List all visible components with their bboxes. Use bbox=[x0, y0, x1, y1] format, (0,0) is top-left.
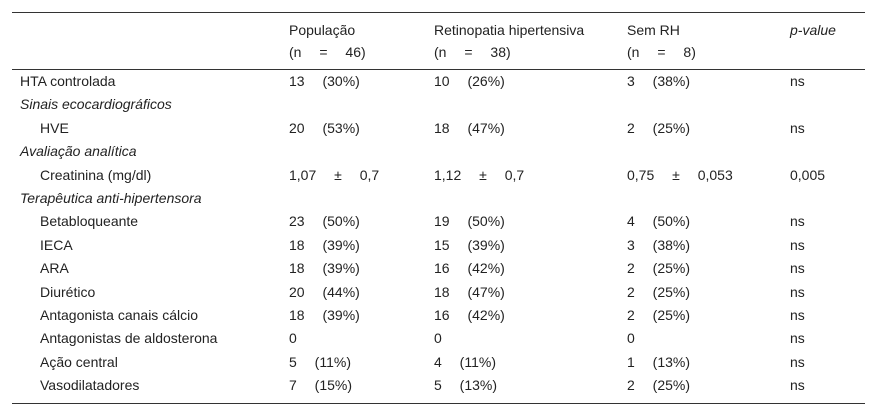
table-row: Vasodilatadores 7 (15%) 5 (13%) 2 (25%) ns bbox=[12, 374, 865, 403]
table-row: Terapêutica anti-hipertensora bbox=[12, 187, 865, 210]
cell: 4 (50%) bbox=[627, 213, 691, 230]
cell: 4 (11%) bbox=[434, 353, 496, 370]
row-label: HVE bbox=[40, 119, 69, 136]
cell: ns bbox=[790, 377, 805, 394]
cell: 18 (39%) bbox=[289, 260, 360, 277]
row-label: HTA controlada bbox=[20, 73, 116, 89]
row-label: ARA bbox=[40, 260, 69, 277]
row-label: Creatinina (mg/dl) bbox=[40, 166, 152, 183]
cell: 5 (11%) bbox=[289, 353, 351, 370]
header-title: Retinopatia hipertensiva bbox=[434, 22, 585, 38]
row-label: Antagonistas de aldosterona bbox=[40, 330, 218, 347]
table-row: Ação central 5 (11%) 4 (11%) 1 (13%) ns bbox=[12, 351, 865, 374]
cell: 1,07 ± 0,7 bbox=[289, 166, 380, 183]
header-cell: Sem RH (n = 8) bbox=[627, 13, 790, 70]
row-label: IECA bbox=[40, 236, 73, 253]
cell: 10 (26%) bbox=[434, 73, 505, 89]
table-header: População (n = 46) Retinopatia hipertensiv… bbox=[12, 12, 865, 70]
row-label: Ação central bbox=[40, 353, 118, 370]
table-row: Antagonista canais cálcio 18 (39%) 16 (42%… bbox=[12, 304, 865, 327]
table-row: Creatinina (mg/dl) 1,07 ± 0,7 1,12 ± 0,7 0,… bbox=[12, 164, 865, 187]
cell: ns bbox=[790, 330, 805, 347]
cell: 2 (25%) bbox=[627, 307, 691, 324]
section-label: Terapêutica anti-hipertensora bbox=[20, 190, 202, 207]
cell: 18 (47%) bbox=[434, 283, 505, 300]
table-row: HVE 20 (53%) 18 (47%) 2 (25%) ns bbox=[12, 117, 865, 140]
cell: 16 (42%) bbox=[434, 260, 505, 277]
cell: 1 (13%) bbox=[627, 353, 691, 370]
cell: ns bbox=[790, 307, 805, 324]
table-body: HTA controlada 13 (30%) 10 (26%) 3 (38%) ns S… bbox=[12, 70, 865, 404]
cell: ns bbox=[790, 73, 805, 89]
cell: 2 (25%) bbox=[627, 119, 691, 136]
cell: 0 bbox=[434, 330, 442, 347]
cell: 7 (15%) bbox=[289, 377, 353, 394]
table-row: Antagonistas de aldosterona 0 0 0 ns bbox=[12, 327, 865, 350]
cell: ns bbox=[790, 353, 805, 370]
table-row: ARA 18 (39%) 16 (42%) 2 (25%) ns bbox=[12, 257, 865, 280]
cell: 19 (50%) bbox=[434, 213, 505, 230]
table-row: Sinais ecocardiográficos bbox=[12, 93, 865, 116]
header-n: (n = 46) bbox=[289, 44, 366, 60]
cell: 3 (38%) bbox=[627, 236, 691, 253]
cell: ns bbox=[790, 213, 805, 230]
cell: 0,005 bbox=[790, 166, 826, 183]
header-title: p-value bbox=[790, 22, 836, 38]
cell: ns bbox=[790, 236, 805, 253]
cell: 2 (25%) bbox=[627, 283, 691, 300]
header-row: População (n = 46) Retinopatia hipertensiv… bbox=[12, 12, 865, 70]
header-cell bbox=[12, 13, 289, 70]
cell: 23 (50%) bbox=[289, 213, 360, 230]
cell: ns bbox=[790, 283, 805, 300]
header-n: (n = 38) bbox=[434, 44, 511, 60]
cell: 0 bbox=[289, 330, 297, 347]
header-title: População bbox=[289, 22, 356, 38]
header-cell: Retinopatia hipertensiva (n = 38) bbox=[434, 13, 627, 70]
cell: 18 (47%) bbox=[434, 119, 505, 136]
table-row: Diurético 20 (44%) 18 (47%) 2 (25%) ns bbox=[12, 281, 865, 304]
cell: 18 (39%) bbox=[289, 307, 360, 324]
data-table: População (n = 46) Retinopatia hipertensiv… bbox=[12, 12, 865, 404]
header-cell: População (n = 46) bbox=[289, 13, 434, 70]
cell: 2 (25%) bbox=[627, 377, 691, 394]
table-row: Betabloqueante 23 (50%) 19 (50%) 4 (50%) ns bbox=[12, 210, 865, 233]
header-title: Sem RH bbox=[627, 22, 680, 38]
table-row: HTA controlada 13 (30%) 10 (26%) 3 (38%) ns bbox=[12, 70, 865, 94]
cell: 16 (42%) bbox=[434, 307, 505, 324]
section-label: Avaliação analítica bbox=[20, 143, 137, 160]
cell: 1,12 ± 0,7 bbox=[434, 166, 525, 183]
cell: 0,75 ± 0,053 bbox=[627, 166, 733, 183]
row-label: Betabloqueante bbox=[40, 213, 139, 230]
row-label: Antagonista canais cálcio bbox=[40, 307, 198, 324]
cell: 2 (25%) bbox=[627, 260, 691, 277]
cell: 20 (44%) bbox=[289, 283, 360, 300]
cell: ns bbox=[790, 119, 805, 136]
row-label: Vasodilatadores bbox=[40, 377, 140, 394]
header-cell: p-value bbox=[790, 13, 865, 70]
table-row: Avaliação analítica bbox=[12, 140, 865, 163]
cell: 0 bbox=[627, 330, 635, 347]
table-row: IECA 18 (39%) 15 (39%) 3 (38%) ns bbox=[12, 234, 865, 257]
cell: 5 (13%) bbox=[434, 377, 498, 394]
cell: 15 (39%) bbox=[434, 236, 505, 253]
cell: 20 (53%) bbox=[289, 119, 360, 136]
section-label: Sinais ecocardiográficos bbox=[20, 96, 172, 113]
cell: 13 (30%) bbox=[289, 73, 360, 89]
cell: ns bbox=[790, 260, 805, 277]
header-n: (n = 8) bbox=[627, 44, 696, 60]
row-label: Diurético bbox=[40, 283, 96, 300]
cell: 3 (38%) bbox=[627, 73, 691, 89]
cell: 18 (39%) bbox=[289, 236, 360, 253]
